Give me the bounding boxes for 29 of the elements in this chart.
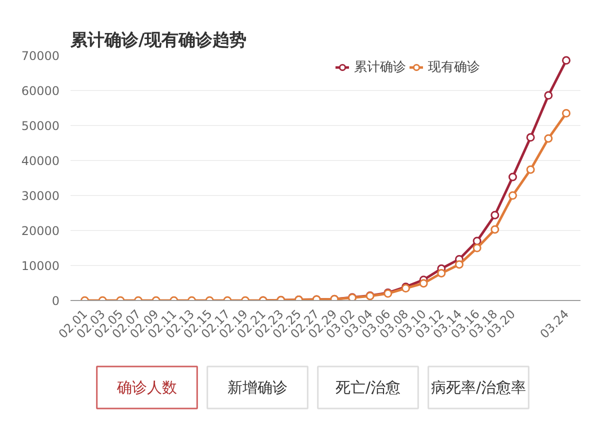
point — [490, 210, 500, 220]
point — [490, 225, 500, 234]
point — [544, 134, 553, 143]
point — [526, 165, 535, 174]
point — [562, 109, 570, 118]
point — [544, 91, 553, 100]
text: 死亡/治愈 — [335, 378, 401, 396]
y-tick-label: 10000 — [21, 259, 60, 273]
y-tick-label: 20000 — [21, 224, 60, 238]
point — [472, 244, 482, 252]
y-tick-label: 50000 — [21, 119, 60, 133]
point — [437, 268, 446, 278]
point — [454, 260, 464, 269]
y-tick-label: 70000 — [21, 49, 60, 63]
point — [508, 191, 517, 200]
point — [526, 133, 535, 142]
text: 新增确诊 — [228, 378, 288, 396]
point — [562, 56, 570, 65]
chart-title: 累计确诊/现有确诊趋势 — [70, 30, 247, 50]
y-tick-label: 60000 — [21, 84, 60, 98]
y-tick-label: 40000 — [21, 154, 60, 168]
point — [508, 172, 517, 182]
y-tick-label: 30000 — [21, 189, 60, 203]
legend-label: 现有确诊 — [428, 59, 480, 76]
y-tick-label: 0 — [52, 294, 60, 308]
point — [472, 236, 482, 246]
text: 病死率/治愈率 — [430, 378, 526, 396]
text: 确诊人数 — [116, 378, 177, 396]
legend-label: 累计确诊 — [354, 59, 406, 76]
